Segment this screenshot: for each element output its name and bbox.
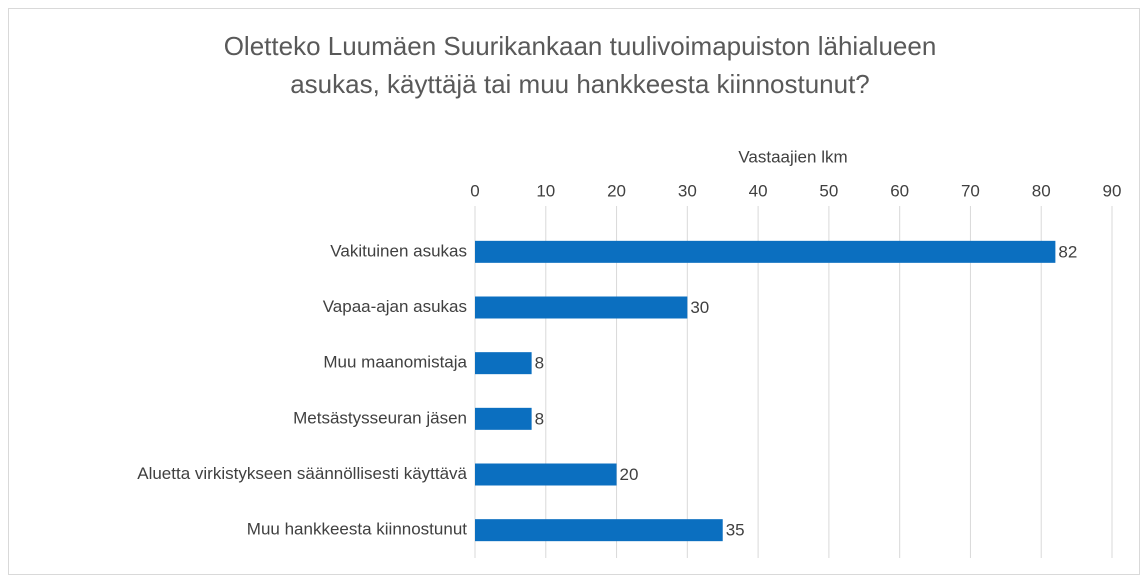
x-tick-label: 30 <box>678 181 697 200</box>
x-tick-label: 10 <box>536 181 555 200</box>
bar <box>475 407 532 430</box>
data-label: 8 <box>535 354 544 373</box>
chart-title: asukas, käyttäjä tai muu hankkeesta kiin… <box>290 69 870 99</box>
y-tick-label: Vakituinen asukas <box>330 241 467 260</box>
bar <box>475 463 617 486</box>
data-label: 20 <box>620 465 639 484</box>
x-tick-label: 70 <box>961 181 980 200</box>
x-tick-label: 80 <box>1032 181 1051 200</box>
x-tick-label: 50 <box>819 181 838 200</box>
x-axis-title: Vastaajien lkm <box>738 147 847 166</box>
bar <box>475 240 1056 263</box>
x-tick-label: 20 <box>607 181 626 200</box>
bar <box>475 352 532 375</box>
y-tick-label: Vapaa-ajan asukas <box>323 297 467 316</box>
y-tick-label: Metsästysseuran jäsen <box>293 408 467 427</box>
y-tick-label: Muu hankkeesta kiinnostunut <box>247 520 467 539</box>
x-tick-label: 40 <box>749 181 768 200</box>
data-label: 30 <box>690 298 709 317</box>
chart-title: Oletteko Luumäen Suurikankaan tuulivoima… <box>224 31 937 61</box>
bar <box>475 519 723 542</box>
x-tick-label: 60 <box>890 181 909 200</box>
data-label: 8 <box>535 409 544 428</box>
y-tick-label: Muu maanomistaja <box>323 353 467 372</box>
x-tick-label: 90 <box>1103 181 1122 200</box>
x-tick-label: 0 <box>470 181 479 200</box>
data-label: 35 <box>726 521 745 540</box>
data-label: 82 <box>1058 242 1077 261</box>
bar <box>475 296 688 319</box>
y-tick-label: Aluetta virkistykseen säännöllisesti käy… <box>137 464 467 483</box>
